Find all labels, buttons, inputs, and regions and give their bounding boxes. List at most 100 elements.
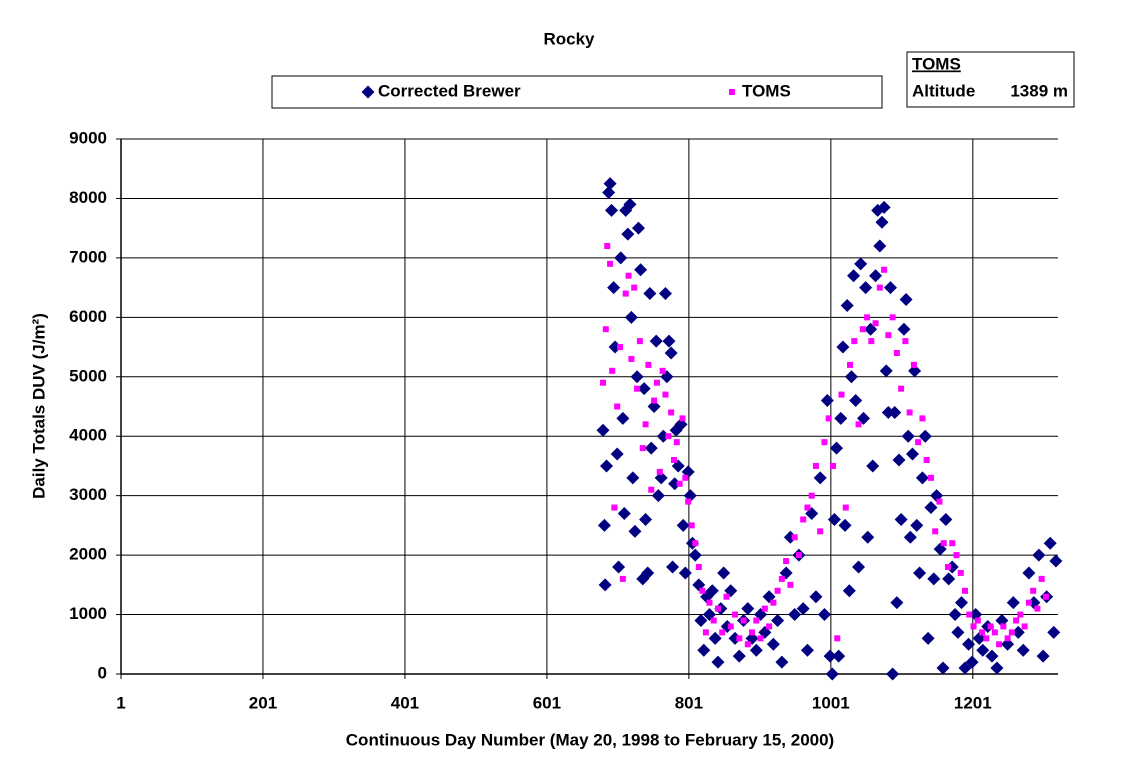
y-tick-label: 1000 — [69, 604, 107, 623]
point — [741, 602, 755, 616]
point — [616, 411, 630, 425]
point — [888, 405, 902, 419]
point — [886, 667, 900, 681]
point — [1021, 623, 1028, 630]
point — [1036, 649, 1050, 663]
point — [664, 346, 678, 360]
point — [842, 504, 849, 511]
point — [605, 203, 619, 217]
point — [688, 548, 702, 562]
legend-marker — [361, 85, 375, 99]
point — [665, 433, 672, 440]
point — [979, 629, 986, 636]
point — [844, 370, 858, 384]
point — [609, 367, 616, 374]
point — [836, 340, 850, 354]
point — [1004, 635, 1011, 642]
point — [753, 617, 760, 624]
point — [948, 608, 962, 622]
point — [705, 584, 719, 598]
point — [596, 423, 610, 437]
point — [970, 623, 977, 630]
point — [1016, 643, 1030, 657]
point — [1043, 536, 1057, 550]
point — [653, 379, 660, 386]
point — [603, 177, 617, 191]
point — [897, 322, 911, 336]
point — [932, 528, 939, 535]
point — [962, 587, 969, 594]
point — [812, 462, 819, 469]
point — [804, 504, 811, 511]
point — [883, 281, 897, 295]
point — [876, 284, 883, 291]
point — [1025, 599, 1032, 606]
point — [1013, 617, 1020, 624]
point — [695, 564, 702, 570]
point — [825, 667, 839, 681]
point — [927, 474, 934, 481]
y-tick-label: 4000 — [69, 426, 107, 445]
point — [927, 572, 941, 586]
point — [861, 530, 875, 544]
point — [892, 453, 906, 467]
point — [744, 641, 751, 648]
point — [849, 394, 863, 408]
point — [966, 611, 973, 618]
y-tick-label: 5000 — [69, 366, 107, 385]
point — [736, 635, 743, 642]
point — [719, 629, 726, 636]
point — [658, 287, 672, 301]
point — [899, 293, 913, 306]
point — [775, 655, 789, 669]
point — [761, 605, 768, 612]
point — [894, 512, 908, 526]
point — [599, 379, 606, 386]
x-tick-label: 1001 — [812, 693, 850, 712]
point — [823, 649, 837, 663]
point — [1011, 625, 1025, 639]
point — [607, 260, 614, 267]
point — [697, 643, 711, 657]
point — [859, 326, 866, 333]
point — [851, 338, 858, 345]
point — [795, 552, 802, 559]
point — [898, 385, 905, 392]
point — [728, 631, 742, 645]
point — [651, 489, 665, 503]
point — [974, 617, 981, 624]
point — [621, 227, 635, 241]
point — [893, 350, 900, 356]
point — [889, 314, 896, 321]
point — [783, 558, 790, 565]
point — [732, 649, 746, 663]
point — [913, 566, 927, 580]
x-tick-label: 1 — [116, 693, 125, 712]
point — [749, 629, 756, 636]
point — [788, 608, 802, 622]
point — [868, 338, 875, 345]
point — [662, 334, 676, 348]
point — [766, 637, 780, 651]
point — [678, 566, 692, 580]
point — [800, 643, 814, 657]
point — [951, 625, 965, 639]
point — [881, 266, 888, 273]
legend-label: TOMS — [742, 81, 791, 100]
point — [944, 564, 951, 570]
point — [958, 661, 972, 675]
point — [625, 272, 632, 279]
point — [727, 623, 734, 630]
point — [749, 643, 763, 657]
point — [924, 501, 938, 515]
point — [649, 334, 663, 348]
point — [634, 263, 648, 277]
point — [604, 243, 611, 249]
annotation-value: 1389 m — [1010, 81, 1068, 100]
point — [840, 298, 854, 312]
point — [1042, 593, 1049, 600]
point — [830, 441, 844, 455]
point — [921, 631, 935, 645]
point — [679, 415, 686, 422]
point — [983, 635, 990, 642]
